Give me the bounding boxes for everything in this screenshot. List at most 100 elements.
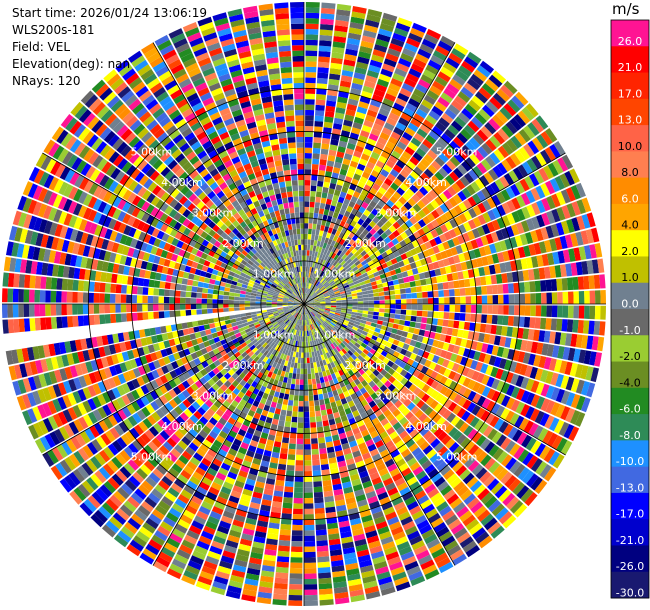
velocity-cell [196, 292, 203, 299]
velocity-cell [422, 225, 431, 234]
velocity-cell [305, 72, 317, 78]
velocity-cell [329, 264, 335, 271]
velocity-cell [61, 304, 67, 316]
velocity-cell [292, 373, 297, 380]
velocity-cell [383, 255, 391, 263]
velocity-cell [463, 124, 476, 137]
velocity-cell [560, 189, 571, 204]
velocity-cell [368, 273, 375, 279]
velocity-cell [422, 215, 431, 225]
velocity-cell [384, 236, 392, 244]
velocity-cell [399, 136, 410, 146]
velocity-cell [304, 233, 308, 240]
velocity-cell [315, 229, 320, 236]
velocity-cell [527, 122, 540, 136]
velocity-cell [321, 278, 326, 284]
velocity-cell [287, 137, 296, 144]
velocity-cell [553, 141, 566, 156]
velocity-cell [363, 275, 370, 281]
velocity-cell [292, 190, 299, 197]
velocity-cell [559, 264, 567, 277]
velocity-cell [536, 214, 546, 228]
velocity-cell [470, 73, 484, 87]
velocity-cell [364, 266, 372, 273]
velocity-cell [411, 194, 421, 203]
velocity-cell [277, 397, 284, 405]
velocity-cell [482, 212, 492, 223]
velocity-cell [409, 262, 417, 270]
velocity-cell [538, 241, 547, 254]
velocity-cell [352, 298, 358, 302]
velocity-cell [309, 300, 315, 303]
velocity-cell [304, 217, 309, 224]
velocity-cell [158, 311, 165, 319]
velocity-cell [379, 208, 387, 216]
velocity-cell [115, 313, 122, 323]
velocity-cell [547, 162, 559, 177]
velocity-cell [460, 86, 474, 99]
velocity-cell [355, 286, 362, 291]
velocity-cell [317, 269, 322, 276]
velocity-cell [496, 162, 508, 175]
velocity-cell [330, 273, 337, 279]
velocity-cell [503, 80, 518, 95]
velocity-cell [541, 253, 550, 267]
velocity-cell [501, 202, 511, 215]
velocity-cell [332, 285, 338, 290]
velocity-cell [431, 283, 439, 291]
velocity-cell [328, 251, 334, 258]
velocity-cell [552, 251, 560, 265]
velocity-cell [543, 266, 551, 279]
velocity-cell [315, 104, 325, 111]
velocity-cell [45, 317, 52, 330]
velocity-cell [224, 287, 231, 292]
velocity-cell [298, 406, 304, 412]
velocity-cell [312, 279, 317, 285]
velocity-cell [381, 182, 390, 191]
velocity-cell [515, 222, 525, 235]
velocity-cell [295, 109, 304, 116]
velocity-cell [296, 136, 304, 143]
velocity-cell [341, 215, 349, 223]
velocity-cell [387, 265, 395, 272]
velocity-cell [524, 232, 534, 244]
velocity-cell [434, 196, 444, 206]
velocity-cell [368, 174, 377, 183]
velocity-cell [281, 442, 289, 449]
velocity-cell [179, 304, 186, 310]
velocity-cell [375, 160, 385, 169]
velocity-cell [576, 215, 586, 231]
velocity-cell [18, 274, 26, 288]
velocity-cell [120, 313, 127, 323]
velocity-cell [397, 260, 405, 268]
velocity-cell [298, 179, 304, 186]
velocity-cell [459, 288, 466, 296]
velocity-cell [186, 285, 193, 292]
velocity-cell [88, 304, 94, 314]
velocity-cell [494, 178, 505, 191]
velocity-cell [7, 319, 15, 334]
velocity-cell [324, 203, 331, 211]
velocity-cell [34, 317, 42, 331]
velocity-cell [315, 274, 319, 280]
velocity-cell [291, 421, 298, 428]
velocity-cell [364, 279, 371, 285]
velocity-cell [275, 13, 290, 20]
velocity-cell [233, 307, 240, 311]
velocity-cell [291, 28, 304, 35]
velocity-cell [324, 254, 329, 261]
velocity-cell [217, 304, 224, 308]
velocity-cell [352, 301, 358, 304]
velocity-cell [209, 278, 216, 285]
velocity-cell [332, 275, 338, 281]
velocity-cell [405, 287, 412, 294]
velocity-cell [529, 281, 536, 293]
velocity-cell [373, 224, 381, 232]
velocity-cell [295, 379, 300, 385]
velocity-cell [93, 314, 101, 325]
velocity-cell [381, 127, 393, 136]
velocity-cell [405, 102, 418, 113]
velocity-cell [524, 293, 531, 304]
velocity-cell [554, 237, 563, 251]
velocity-cell [546, 210, 556, 225]
